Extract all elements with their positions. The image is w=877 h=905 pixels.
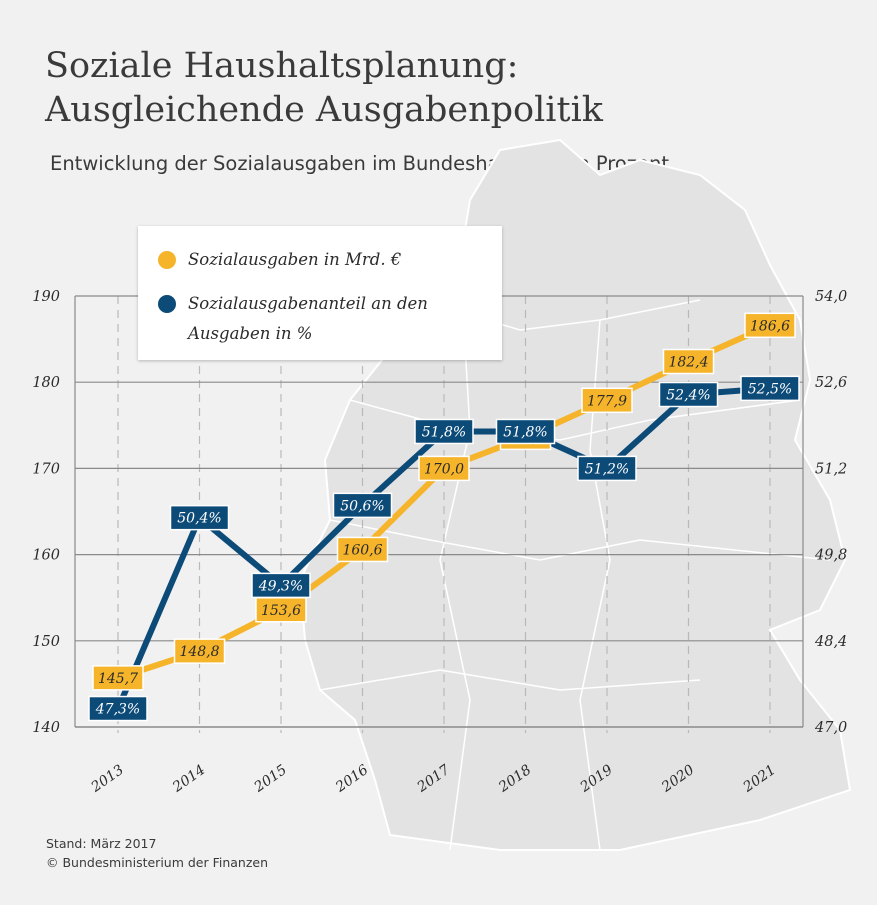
data-label-sozialausgaben-2017: 170,0 bbox=[418, 455, 470, 482]
data-label-sozialausgaben-2021: 186,6 bbox=[744, 312, 796, 339]
right-axis-ticks: 47,0 48,4 49,8 51,2 52,6 54,0 bbox=[814, 289, 847, 736]
data-label-box bbox=[169, 504, 230, 531]
left-tick-label: 150 bbox=[32, 634, 60, 650]
data-label-anteil-2016: 50,6% bbox=[332, 492, 393, 519]
x-tick-label-2013: 2013 bbox=[88, 762, 127, 796]
data-label-box bbox=[744, 312, 796, 339]
right-tick-label: 52,6 bbox=[815, 375, 847, 391]
chart-title-line-1: Soziale Haushaltsplanung: bbox=[45, 46, 519, 86]
data-label-text: 153,6 bbox=[261, 603, 301, 619]
right-tick-label: 47,0 bbox=[814, 720, 847, 736]
data-label-box bbox=[740, 375, 800, 402]
data-label-box bbox=[662, 348, 715, 375]
right-tick-label: 54,0 bbox=[815, 289, 847, 305]
data-label-box bbox=[251, 572, 311, 599]
data-label-text: 186,6 bbox=[750, 318, 790, 334]
data-label-text: 170,0 bbox=[424, 461, 464, 477]
x-tick-label-2016: 2016 bbox=[332, 762, 371, 796]
data-label-text: 49,3% bbox=[258, 578, 303, 594]
footer-copyright: © Bundesministerium der Finanzen bbox=[46, 855, 269, 870]
data-label-text: 50,6% bbox=[340, 498, 384, 514]
data-label-box bbox=[658, 381, 719, 408]
data-label-box bbox=[495, 418, 556, 445]
data-label-text: 148,8 bbox=[179, 644, 219, 660]
data-label-text: 47,3% bbox=[95, 702, 140, 718]
data-label-text: 51,2% bbox=[585, 461, 629, 477]
data-label-sozialausgaben-2015: 153,6 bbox=[255, 597, 307, 623]
data-label-anteil-2014: 50,4% bbox=[169, 504, 230, 531]
data-label-anteil-2020: 52,4% bbox=[658, 381, 719, 408]
series-data-labels: 145,7148,8153,6160,6170,0173,6177,9182,4… bbox=[88, 312, 800, 722]
right-tick-label: 51,2 bbox=[815, 461, 847, 477]
chart-footer: Stand: März 2017 © Bundesministerium der… bbox=[46, 834, 268, 872]
x-tick-label-2015: 2015 bbox=[251, 762, 290, 796]
chart-title: Soziale Haushaltsplanung: Ausgleichende … bbox=[45, 44, 845, 132]
data-label-box bbox=[414, 418, 474, 445]
data-label-box bbox=[577, 455, 637, 482]
data-label-text: 182,4 bbox=[668, 355, 708, 371]
data-label-text: 52,5% bbox=[748, 381, 792, 397]
data-label-text: 160,6 bbox=[342, 542, 382, 558]
data-label-box bbox=[255, 597, 307, 623]
data-label-text: 51,8% bbox=[503, 424, 547, 440]
data-label-box bbox=[332, 492, 393, 519]
data-label-box bbox=[581, 387, 633, 414]
data-label-text: 145,7 bbox=[98, 671, 138, 687]
data-label-sozialausgaben-2013: 145,7 bbox=[92, 665, 144, 691]
right-tick-label: 48,4 bbox=[814, 634, 847, 650]
data-label-text: 177,9 bbox=[587, 393, 627, 409]
left-tick-label: 180 bbox=[32, 375, 60, 391]
legend-dot-orange bbox=[158, 251, 176, 269]
left-tick-label: 190 bbox=[32, 289, 60, 305]
legend-label: Sozialausgabenanteil an den Ausgaben in … bbox=[188, 294, 428, 343]
data-label-text: 50,4% bbox=[177, 511, 221, 527]
data-label-box bbox=[92, 665, 144, 691]
chart-title-line-2: Ausgleichende Ausgabenpolitik bbox=[45, 90, 603, 130]
data-label-anteil-2019: 51,2% bbox=[577, 455, 637, 482]
data-label-text: 51,8% bbox=[422, 424, 466, 440]
left-tick-label: 160 bbox=[32, 548, 60, 564]
data-label-sozialausgaben-2020: 182,4 bbox=[662, 348, 715, 375]
data-label-box bbox=[418, 455, 470, 482]
left-tick-label: 170 bbox=[32, 461, 60, 477]
x-tick-label-2014: 2014 bbox=[169, 762, 208, 796]
data-label-sozialausgaben-2014: 148,8 bbox=[173, 638, 226, 664]
legend-label: Sozialausgaben in Mrd. € bbox=[188, 250, 402, 269]
data-label-anteil-2017: 51,8% bbox=[414, 418, 474, 445]
data-label-box bbox=[336, 536, 389, 563]
data-label-box bbox=[173, 638, 226, 664]
left-tick-label: 140 bbox=[32, 720, 60, 736]
data-label-sozialausgaben-2019: 177,9 bbox=[581, 387, 633, 414]
data-label-anteil-2018: 51,8% bbox=[495, 418, 556, 445]
footer-stand: Stand: März 2017 bbox=[46, 836, 157, 851]
left-axis-ticks: 140 150 160 170 180 190 bbox=[32, 289, 60, 736]
data-label-sozialausgaben-2016: 160,6 bbox=[336, 536, 389, 563]
chart-legend: Sozialausgaben in Mrd. € Sozialausgabena… bbox=[138, 226, 502, 360]
data-label-text: 52,4% bbox=[666, 388, 710, 404]
data-label-box bbox=[88, 695, 148, 722]
legend-dot-blue bbox=[158, 295, 176, 313]
data-label-anteil-2021: 52,5% bbox=[740, 375, 800, 402]
right-tick-label: 49,8 bbox=[814, 548, 847, 564]
data-label-anteil-2013: 47,3% bbox=[88, 695, 148, 722]
data-label-anteil-2015: 49,3% bbox=[251, 572, 311, 599]
